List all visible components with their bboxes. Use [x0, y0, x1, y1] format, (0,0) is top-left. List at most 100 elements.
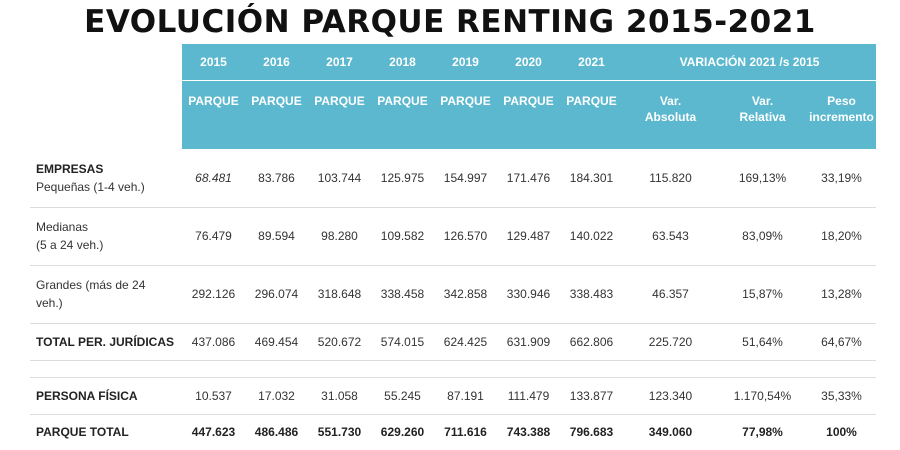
row-label-line: Grandes (más de 24: [36, 278, 146, 292]
table-cell: 51,64%: [718, 323, 807, 361]
section-label: EMPRESAS: [36, 162, 104, 176]
table-cell: 338.483: [560, 265, 623, 324]
table-cell: 551.730: [317, 425, 362, 439]
table-cell: 18,20%: [807, 207, 877, 266]
header-row-years: 2015 2016 2017 2018 2019 2020 2021 VARIA…: [30, 44, 877, 150]
spacer-row: [30, 360, 877, 378]
year-header: 2017: [308, 44, 371, 81]
table-cell: 447.623: [191, 425, 236, 439]
table-cell: 89.594: [245, 207, 308, 266]
table-cell: 87.191: [434, 377, 497, 415]
table-cell: 624.425: [434, 323, 497, 361]
row-label: EMPRESAS Pequeñas (1-4 veh.): [30, 149, 182, 208]
table-cell: 83.786: [245, 149, 308, 208]
table-cell: 129.487: [497, 207, 560, 266]
row-grandes: Grandes (más de 24 veh.) 292.126 296.074 …: [30, 265, 877, 324]
table-cell: 63.543: [623, 207, 718, 266]
table-cell: 711.616: [444, 425, 487, 439]
table-cell: 46.357: [623, 265, 718, 324]
row-parque-total: PARQUE TOTAL 447.623 486.486 551.730 629…: [30, 414, 876, 450]
variation-header: VARIACIÓN 2021 /s 2015: [623, 44, 877, 81]
table-cell: 10.537: [182, 377, 245, 415]
parque-header: PARQUE: [308, 80, 371, 149]
row-label: TOTAL PER. JURÍDICAS: [30, 323, 182, 361]
table-cell: 629.260: [380, 425, 425, 439]
var-relativa-header: Var. Relativa: [718, 80, 807, 149]
table-cell: 31.058: [308, 377, 371, 415]
var-absoluta-header: Var. Absoluta: [623, 80, 718, 149]
table-cell: 103.744: [308, 149, 371, 208]
header-line: Absoluta: [644, 110, 697, 124]
table-cell: 64,67%: [807, 323, 877, 361]
table-cell: 330.946: [497, 265, 560, 324]
page-title: EVOLUCIÓN PARQUE RENTING 2015-2021: [84, 4, 816, 40]
table-cell: 292.126: [182, 265, 245, 324]
table-cell: 318.648: [308, 265, 371, 324]
table-cell: 133.877: [560, 377, 623, 415]
header-row-sub: PARQUE PARQUE PARQUE PARQUE PARQUE PARQU…: [30, 80, 877, 149]
table-cell: 796.683: [569, 425, 614, 439]
spacer-cell: [30, 360, 877, 378]
table-cell: 115.820: [623, 149, 718, 208]
table-cell: 111.479: [497, 377, 560, 415]
table-cell: 83,09%: [718, 207, 807, 266]
year-header: 2018: [371, 44, 434, 81]
header-line: Var.: [751, 94, 774, 108]
row-label-line: Medianas: [36, 220, 89, 234]
table-cell: 98.280: [308, 207, 371, 266]
row-medianas: Medianas (5 a 24 veh.) 76.479 89.594 98.2…: [30, 207, 877, 266]
table-cell: 15,87%: [718, 265, 807, 324]
table-cell: 437.086: [182, 323, 245, 361]
parque-header: PARQUE: [245, 80, 308, 149]
row-persona-fisica: PERSONA FÍSICA 10.537 17.032 31.058 55.2…: [30, 377, 877, 415]
table-cell: 35,33%: [807, 377, 877, 415]
table-cell: 520.672: [308, 323, 371, 361]
table-cell: 126.570: [434, 207, 497, 266]
table-cell: 17.032: [245, 377, 308, 415]
table-cell: 169,13%: [718, 149, 807, 208]
table-cell: 743.388: [506, 425, 551, 439]
table-cell: 171.476: [497, 149, 560, 208]
header-blank: [30, 44, 182, 150]
table-cell: 123.340: [623, 377, 718, 415]
table-cell: 68.481: [182, 149, 245, 208]
table-cell: 574.015: [371, 323, 434, 361]
table-cell: 154.997: [434, 149, 497, 208]
table-cell: 13,28%: [807, 265, 877, 324]
renting-table: 2015 2016 2017 2018 2019 2020 2021 VARIA…: [30, 44, 877, 450]
header-line: Var.: [659, 94, 682, 108]
table-cell: 338.458: [371, 265, 434, 324]
table-cell: 1.170,54%: [718, 377, 807, 415]
table-cell: 184.301: [560, 149, 623, 208]
table-cell: 342.858: [434, 265, 497, 324]
row-label: PARQUE TOTAL: [36, 425, 129, 439]
row-pequenas: EMPRESAS Pequeñas (1-4 veh.) 68.481 83.78…: [30, 149, 877, 208]
table-cell: 296.074: [245, 265, 308, 324]
parque-header: PARQUE: [560, 80, 623, 149]
parque-header: PARQUE: [371, 80, 434, 149]
row-label: Grandes (más de 24 veh.): [30, 265, 182, 324]
table-cell: 486.486: [254, 425, 299, 439]
parque-header: PARQUE: [182, 80, 245, 149]
table-cell: 631.909: [497, 323, 560, 361]
header-line: Peso: [827, 94, 856, 108]
table-cell: 76.479: [182, 207, 245, 266]
table-cell: 469.454: [245, 323, 308, 361]
year-header: 2015: [182, 44, 245, 81]
row-label-line: veh.): [36, 296, 63, 310]
table-cell: 349.060: [648, 425, 693, 439]
peso-header: Peso incremento: [807, 80, 877, 149]
table-cell: 55.245: [371, 377, 434, 415]
row-label: PERSONA FÍSICA: [30, 377, 182, 415]
table-cell: 662.806: [560, 323, 623, 361]
table-cell: 140.022: [560, 207, 623, 266]
table-cell: 225.720: [623, 323, 718, 361]
row-label: Medianas (5 a 24 veh.): [30, 207, 182, 266]
year-header: 2020: [497, 44, 560, 81]
header-line: incremento: [809, 110, 874, 124]
row-label-line: (5 a 24 veh.): [36, 238, 104, 252]
table-cell: 109.582: [371, 207, 434, 266]
year-header: 2019: [434, 44, 497, 81]
table-cell: 100%: [826, 425, 857, 439]
year-header: 2021: [560, 44, 623, 81]
